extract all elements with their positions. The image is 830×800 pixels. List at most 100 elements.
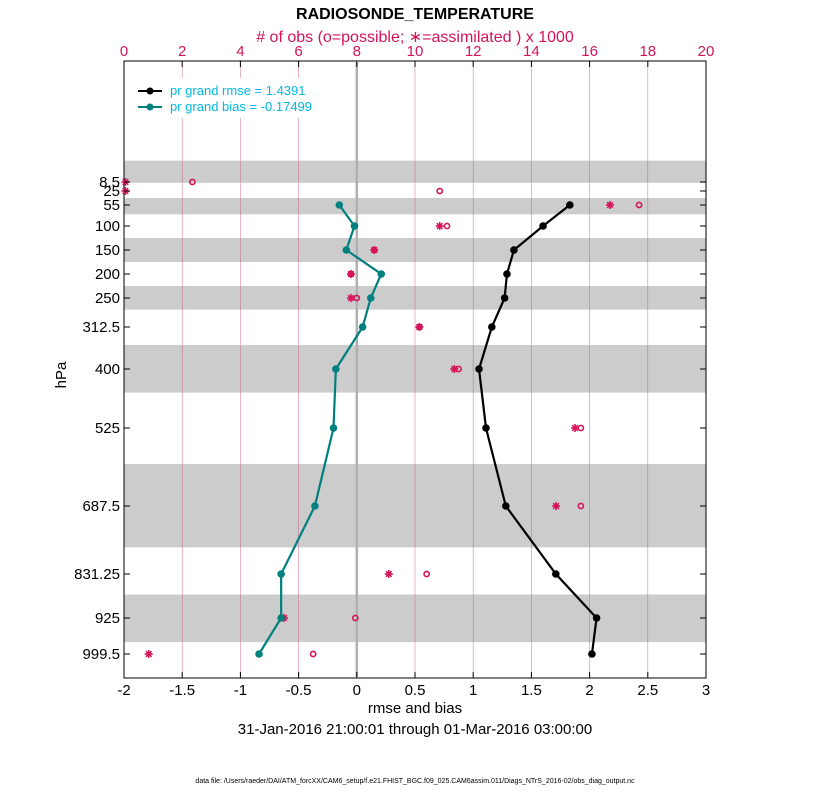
x-tick-label: 0.5 [405, 682, 426, 699]
bias-point [277, 614, 285, 622]
top-tick-label: 4 [236, 43, 244, 60]
rmse-point [488, 323, 496, 331]
legend-rmse-marker [146, 87, 154, 95]
asterisk-stroke [606, 201, 614, 209]
bias-point [350, 222, 359, 230]
legend-rmse-label: pr grand rmse = 1.4391 [170, 83, 306, 98]
obs-possible-marker [351, 614, 359, 622]
x-tick-label: 1 [469, 682, 477, 699]
bias-point [342, 246, 351, 254]
y-tick-label: 250 [95, 290, 120, 307]
bias-line [258, 204, 383, 655]
top-tick-label: 2 [178, 43, 186, 60]
y-tick-label: 687.5 [82, 498, 120, 515]
y-tick-label: 55 [103, 197, 120, 214]
obs-assimilated-marker [346, 294, 355, 302]
top-tick-label: 6 [294, 43, 302, 60]
obs-assimilated-marker [415, 323, 424, 331]
y-tick-label: 525 [95, 420, 120, 437]
top-tick-label: 0 [120, 43, 128, 60]
x-tick-label: -1.5 [169, 682, 195, 699]
obs-assimilated-marker [605, 201, 614, 209]
axes: -2 -1.5 -1 -0.5 0 0.5 1 1.5 2 2.5 3 0 2 4 6 8 10 12 14 16 18… [74, 43, 714, 699]
rmse-point [503, 270, 511, 278]
asterisk-stroke [571, 424, 579, 432]
obs-assimilated-marker [552, 502, 561, 510]
top-tick-label: 12 [465, 43, 482, 60]
top-tick-label: 18 [639, 43, 656, 60]
bias-point [311, 502, 319, 510]
x-tick-label: 1.5 [521, 682, 542, 699]
footer-data-file: data file: /Users/raeder/DAI/ATM_forcXX/… [195, 778, 635, 785]
top-tick-label: 16 [581, 43, 598, 60]
bias-point [358, 323, 367, 331]
x-tick-label: 2.5 [637, 682, 658, 699]
y-tick-label: 150 [95, 242, 120, 259]
obs-assimilated-marker [370, 246, 379, 254]
top-tick-label: 20 [698, 43, 715, 60]
y-tick-label: 831.25 [74, 566, 120, 583]
rmse-point [482, 424, 490, 432]
x-tick-label: -1 [234, 682, 247, 699]
obs-possible-marker [635, 201, 643, 209]
obs-assimilated-marker [384, 570, 393, 578]
x-tick-label: -0.5 [286, 682, 312, 699]
asterisk-stroke [450, 365, 458, 373]
obs-assimilated-marker [450, 365, 459, 373]
obs-possible-marker [188, 178, 196, 186]
top-tick-label: 8 [353, 43, 361, 60]
obs-assimilated-marker [571, 424, 580, 432]
asterisk-stroke [436, 222, 444, 230]
bias-point [255, 650, 263, 658]
obs-assimilated-marker [435, 222, 444, 230]
bias-point [377, 270, 386, 278]
y-tick-label: 999.5 [82, 646, 120, 663]
y-tick-label: 200 [95, 266, 120, 283]
rmse-point [552, 570, 560, 578]
x-tick-label: 0 [353, 682, 361, 699]
bias-point [335, 201, 344, 209]
asterisk-stroke [370, 246, 378, 254]
obs-possible-marker [436, 187, 444, 195]
y-tick-label: 25 [103, 183, 120, 200]
y-axis-label: hPa [53, 361, 70, 388]
legend: pr grand rmse = 1.4391 pr grand bias = -… [133, 78, 343, 118]
series-lines [255, 201, 601, 658]
asterisk-stroke [415, 323, 423, 331]
bias-point [329, 424, 338, 432]
rmse-point [592, 614, 601, 622]
asterisk-stroke [347, 294, 355, 302]
obs-possible-marker [577, 424, 585, 432]
rmse-point [566, 201, 574, 209]
asterisk-stroke [347, 270, 355, 278]
rmse-point [501, 502, 510, 510]
asterisk-stroke [145, 650, 153, 658]
rmse-point [475, 365, 483, 373]
bias-point [332, 365, 340, 373]
rmse-point [510, 246, 518, 254]
x-tick-label: 2 [585, 682, 593, 699]
rmse-point [588, 650, 596, 658]
date-range: 31-Jan-2016 21:00:01 through 01-Mar-2016… [238, 721, 592, 738]
x-tick-label: 3 [702, 682, 710, 699]
y-tick-label: 400 [95, 361, 120, 378]
rmse-point [539, 222, 547, 230]
rmse-point [500, 294, 509, 302]
y-tick-label: 8.5 [99, 174, 120, 191]
legend-bias-label: pr grand bias = -0.17499 [170, 99, 312, 114]
legend-bias-marker [146, 103, 154, 111]
top-tick-label: 14 [523, 43, 540, 60]
obs-assimilated-marker [346, 270, 355, 278]
obs-possible-marker [309, 650, 317, 658]
y-tick-label: 925 [95, 610, 120, 627]
chart-title: RADIOSONDE_TEMPERATURE [296, 6, 534, 23]
top-axis-label: # of obs (o=possible; ∗=assimilated ) x … [256, 29, 574, 46]
obs-possible-marker [577, 502, 585, 510]
obs-count-markers [121, 178, 643, 658]
rmse-line [477, 204, 598, 655]
y-tick-label: 100 [95, 218, 120, 235]
asterisk-stroke [385, 570, 393, 578]
bias-point [366, 294, 375, 302]
legend-box [133, 78, 343, 118]
